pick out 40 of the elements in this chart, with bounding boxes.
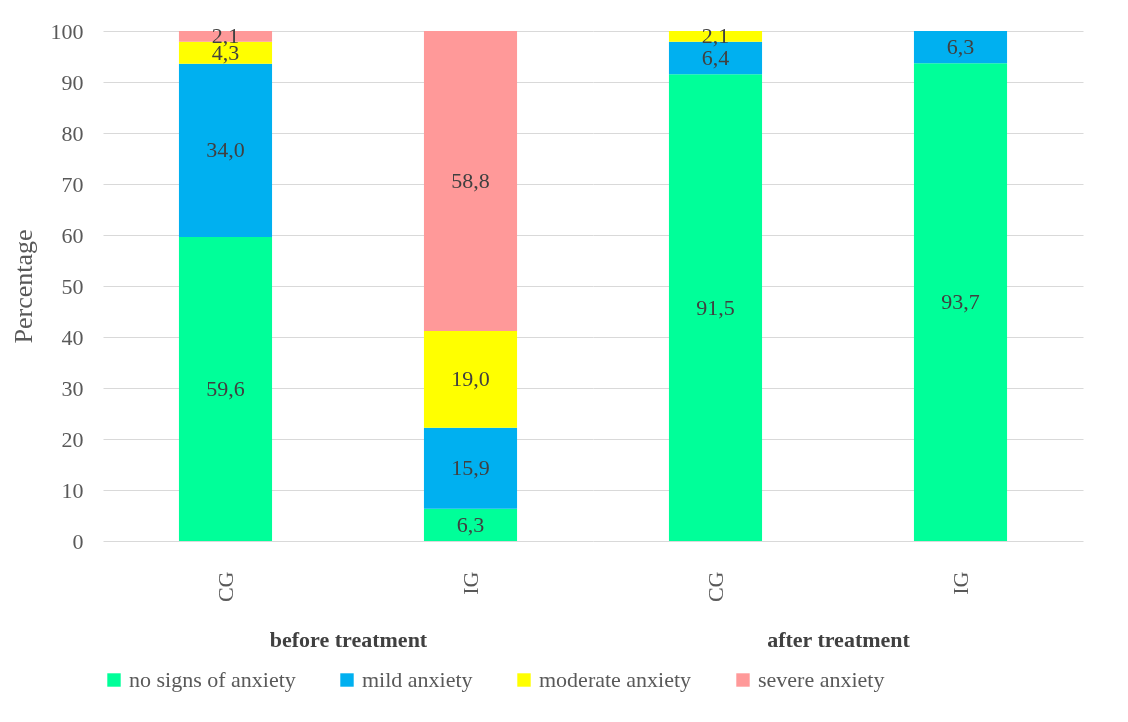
x-tick-label: CG bbox=[702, 571, 728, 603]
y-tick-label: 100 bbox=[50, 18, 84, 44]
bar bbox=[423, 31, 518, 331]
x-tick-label: IG bbox=[457, 571, 483, 595]
y-tick-label: 50 bbox=[61, 273, 84, 299]
y-tick-label: 30 bbox=[61, 375, 84, 401]
bar bbox=[178, 237, 273, 541]
data-label: 6,3 bbox=[456, 511, 485, 537]
y-axis-title: Percentage bbox=[8, 229, 38, 344]
y-tick-label: 40 bbox=[61, 324, 84, 350]
bar bbox=[913, 31, 1008, 64]
data-label: 59,6 bbox=[206, 376, 245, 402]
text: after treatment bbox=[767, 627, 911, 653]
bar bbox=[423, 508, 518, 541]
y-tick-label: 20 bbox=[61, 426, 84, 452]
bar bbox=[178, 63, 273, 238]
legend-label: no signs of anxiety bbox=[129, 667, 296, 692]
data-label: 58,8 bbox=[451, 167, 490, 193]
y-tick-label: 70 bbox=[61, 171, 84, 197]
bar bbox=[913, 63, 1008, 541]
legend-label: moderate anxiety bbox=[539, 667, 692, 692]
data-label: 6,3 bbox=[946, 34, 975, 60]
data-label: 19,0 bbox=[451, 366, 490, 392]
x-tick-label: IG bbox=[947, 571, 973, 595]
y-tick-label: 80 bbox=[61, 120, 84, 146]
data-label: 93,7 bbox=[941, 289, 980, 315]
y-tick-label: 60 bbox=[61, 222, 84, 248]
bar bbox=[668, 74, 763, 541]
bar bbox=[423, 330, 518, 428]
y-tick-label: 90 bbox=[61, 69, 84, 95]
legend-label: severe anxiety bbox=[758, 667, 885, 692]
data-label: 15,9 bbox=[451, 455, 490, 481]
text: before treatment bbox=[269, 627, 428, 653]
bar bbox=[423, 427, 518, 509]
data-label: 34,0 bbox=[206, 137, 245, 163]
y-tick-label: 10 bbox=[61, 477, 84, 503]
legend-label: mild anxiety bbox=[362, 667, 473, 692]
x-tick-label: CG bbox=[212, 571, 238, 603]
y-tick-label: 0 bbox=[72, 528, 84, 554]
data-label: 91,5 bbox=[696, 294, 735, 320]
